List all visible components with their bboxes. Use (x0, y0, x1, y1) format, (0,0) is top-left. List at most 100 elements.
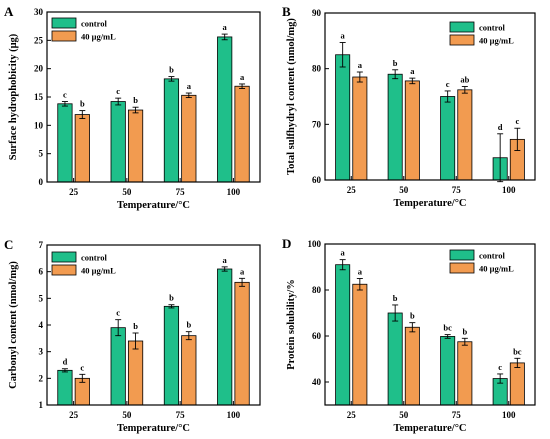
error-bar (132, 106, 139, 114)
error-bar (444, 90, 451, 103)
legend-swatch (449, 249, 475, 261)
significance-label: c (116, 308, 120, 318)
bar-control (335, 54, 351, 181)
plot-frame (324, 243, 536, 406)
x-tick-label: 100 (227, 187, 241, 197)
significance-label: a (341, 31, 346, 41)
error-bar (115, 319, 122, 337)
significance-label: c (63, 90, 67, 100)
error-bar (497, 373, 504, 384)
legend-label: 40 μg/mL (81, 32, 116, 42)
significance-label: bc (443, 323, 452, 333)
bar-control (163, 305, 180, 406)
significance-label: c (80, 362, 84, 372)
significance-label: b (80, 99, 85, 109)
y-tick-label: 90 (312, 8, 322, 18)
error-bar (339, 259, 346, 271)
x-axis-title: Temperature/°C (117, 200, 190, 211)
bar-treated (352, 283, 368, 406)
significance-label: b (410, 311, 415, 321)
x-axis-title: Temperature/°C (393, 198, 466, 209)
bar-treated (234, 85, 250, 183)
y-axis-title: Carbonyl content (nmol/mg) (8, 261, 19, 389)
y-tick-label: 0 (39, 177, 44, 187)
significance-label: a (410, 66, 415, 76)
x-tick-label: 25 (69, 187, 79, 197)
bar-treated (127, 340, 144, 406)
y-tick-label: 15 (34, 92, 44, 102)
y-tick-label: 40 (312, 377, 322, 387)
y-tick-label: 6 (39, 267, 44, 277)
y-tick-label: 2 (39, 373, 44, 383)
bar-control (110, 101, 126, 183)
error-bar (239, 277, 246, 287)
bar-treated (181, 94, 197, 183)
bar-treated (404, 326, 420, 406)
error-bar (444, 334, 451, 339)
y-tick-label: 100 (308, 239, 322, 249)
legend-swatch (51, 264, 77, 276)
bar-treated (404, 80, 420, 181)
legend-label: control (81, 19, 107, 29)
y-tick-label: 20 (34, 64, 44, 74)
y-tick-label: 60 (312, 331, 322, 341)
legend-swatch (51, 17, 77, 29)
significance-label: b (186, 320, 191, 330)
error-bar (168, 304, 175, 309)
significance-label: d (498, 122, 503, 132)
error-bar (79, 373, 86, 383)
bar-control (217, 36, 233, 183)
error-bar (185, 331, 192, 341)
bar-control (440, 96, 456, 181)
error-bar (514, 357, 521, 368)
error-bar (392, 304, 399, 322)
error-bar (61, 101, 68, 107)
significance-label: b (169, 65, 174, 75)
bar-treated (127, 109, 144, 183)
bar-control (57, 103, 73, 183)
significance-label: a (240, 266, 245, 276)
bar-treated (74, 114, 90, 183)
legend-swatch (449, 21, 475, 33)
x-tick-label: 75 (176, 410, 186, 420)
y-tick-label: 70 (312, 119, 322, 129)
x-tick-label: 100 (227, 410, 241, 420)
significance-label: c (498, 362, 502, 372)
error-bar (356, 278, 363, 291)
error-bar (409, 77, 416, 85)
y-tick-label: 30 (34, 7, 44, 17)
panel-a: Ac c b a b b a a 0 5 10 15 20 25 30 25 50 75 100 Temperatur… (4, 4, 261, 211)
x-tick-label: 25 (347, 410, 357, 420)
error-bar (221, 266, 228, 272)
bar-control (163, 78, 180, 183)
x-tick-label: 25 (347, 185, 357, 195)
significance-label: ab (460, 74, 469, 84)
legend-label: 40 μg/mL (81, 266, 116, 276)
error-bar (392, 69, 399, 80)
y-tick-label: 1 (39, 400, 44, 410)
legend-label: control (81, 253, 107, 263)
bar-treated (181, 335, 197, 406)
error-bar (79, 110, 86, 119)
x-tick-label: 25 (69, 410, 79, 420)
x-tick-label: 100 (502, 185, 516, 195)
significance-label: b (133, 321, 138, 331)
legend-swatch (449, 34, 475, 46)
bar-control (440, 336, 456, 406)
x-tick-label: 75 (452, 410, 462, 420)
legend-label: 40 μg/mL (479, 264, 514, 274)
x-tick-label: 50 (122, 187, 132, 197)
panel-letter: C (4, 237, 13, 252)
y-tick-label: 60 (312, 175, 322, 185)
x-tick-label: 50 (399, 410, 409, 420)
y-tick-label: 7 (39, 240, 44, 250)
x-tick-label: 75 (452, 185, 462, 195)
y-tick-label: 80 (312, 64, 322, 74)
legend-label: control (479, 251, 505, 261)
error-bar (115, 97, 122, 106)
panel-letter: B (282, 4, 291, 19)
significance-label: a (358, 60, 363, 70)
bar-treated (457, 89, 473, 181)
